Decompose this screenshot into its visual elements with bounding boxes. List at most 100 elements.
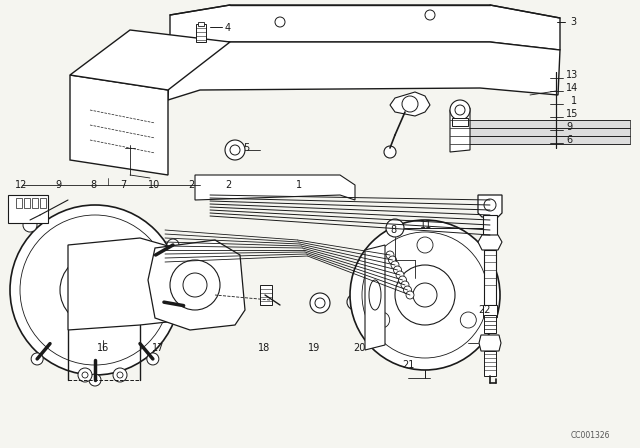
Text: 9: 9 xyxy=(566,122,572,132)
Circle shape xyxy=(401,281,409,289)
Circle shape xyxy=(425,10,435,20)
Text: 21: 21 xyxy=(402,360,414,370)
Circle shape xyxy=(413,283,437,307)
Polygon shape xyxy=(68,238,185,330)
Text: 20: 20 xyxy=(353,343,365,353)
Circle shape xyxy=(113,368,127,382)
Polygon shape xyxy=(390,92,430,116)
Polygon shape xyxy=(170,5,560,50)
Circle shape xyxy=(20,215,170,365)
Circle shape xyxy=(386,219,404,237)
Polygon shape xyxy=(70,75,168,175)
Polygon shape xyxy=(450,136,630,144)
Circle shape xyxy=(460,312,476,328)
Polygon shape xyxy=(450,108,470,152)
Text: 2: 2 xyxy=(225,180,231,190)
Polygon shape xyxy=(168,42,560,100)
Circle shape xyxy=(183,273,207,297)
Text: 7: 7 xyxy=(120,180,126,190)
Text: 3: 3 xyxy=(570,17,576,27)
Polygon shape xyxy=(478,235,502,250)
Text: 9: 9 xyxy=(55,180,61,190)
Circle shape xyxy=(350,220,500,370)
Polygon shape xyxy=(195,175,355,200)
Bar xyxy=(483,305,497,317)
Circle shape xyxy=(396,271,404,279)
Text: 6: 6 xyxy=(566,135,572,145)
Bar xyxy=(484,250,496,305)
Polygon shape xyxy=(479,335,501,351)
Circle shape xyxy=(406,291,414,299)
Circle shape xyxy=(315,298,325,308)
Text: 5: 5 xyxy=(243,143,249,153)
Circle shape xyxy=(310,293,330,313)
Circle shape xyxy=(89,374,101,386)
Bar xyxy=(198,22,204,26)
Circle shape xyxy=(347,294,363,310)
Bar xyxy=(484,315,496,333)
Polygon shape xyxy=(450,128,630,136)
Circle shape xyxy=(178,300,189,312)
Text: 8: 8 xyxy=(90,180,96,190)
Bar xyxy=(196,24,206,42)
Text: 8: 8 xyxy=(390,225,396,235)
Circle shape xyxy=(417,237,433,253)
Text: 19: 19 xyxy=(308,343,320,353)
Text: 2: 2 xyxy=(188,180,195,190)
Circle shape xyxy=(77,272,113,308)
Circle shape xyxy=(399,276,406,284)
Polygon shape xyxy=(70,30,230,90)
Bar xyxy=(32,198,38,208)
Circle shape xyxy=(450,100,470,120)
Circle shape xyxy=(167,239,179,251)
Circle shape xyxy=(225,140,245,160)
Circle shape xyxy=(275,17,285,27)
Text: 16: 16 xyxy=(97,343,109,353)
Circle shape xyxy=(374,312,390,328)
Bar xyxy=(483,215,497,235)
Text: 17: 17 xyxy=(152,343,164,353)
Circle shape xyxy=(388,256,397,264)
Circle shape xyxy=(78,368,92,382)
Bar xyxy=(8,195,48,223)
Bar xyxy=(16,198,22,208)
Circle shape xyxy=(484,199,496,211)
Text: 13: 13 xyxy=(566,70,579,80)
Text: 15: 15 xyxy=(566,109,579,119)
Circle shape xyxy=(147,353,159,365)
Text: 10: 10 xyxy=(148,180,160,190)
Circle shape xyxy=(394,266,401,274)
Text: 12: 12 xyxy=(15,180,28,190)
Text: 22: 22 xyxy=(478,305,490,315)
Polygon shape xyxy=(365,245,385,350)
Circle shape xyxy=(402,96,418,112)
Circle shape xyxy=(10,205,180,375)
Circle shape xyxy=(31,353,43,365)
Circle shape xyxy=(386,251,394,259)
Circle shape xyxy=(60,255,130,325)
Circle shape xyxy=(351,298,359,306)
Bar xyxy=(260,285,272,305)
Circle shape xyxy=(230,145,240,155)
Circle shape xyxy=(395,265,455,325)
Bar xyxy=(40,198,46,208)
Bar xyxy=(24,198,30,208)
Text: 14: 14 xyxy=(566,83,579,93)
Circle shape xyxy=(403,286,412,294)
Polygon shape xyxy=(148,240,245,330)
Text: 4: 4 xyxy=(225,23,231,33)
Circle shape xyxy=(170,260,220,310)
Text: 18: 18 xyxy=(258,343,270,353)
Text: 11: 11 xyxy=(420,220,432,230)
Circle shape xyxy=(384,146,396,158)
Polygon shape xyxy=(450,120,630,128)
Bar xyxy=(484,351,496,376)
Circle shape xyxy=(82,372,88,378)
Text: 1: 1 xyxy=(296,180,302,190)
Text: 1: 1 xyxy=(571,96,577,106)
Circle shape xyxy=(23,218,37,232)
Circle shape xyxy=(455,105,465,115)
Text: CC001326: CC001326 xyxy=(570,431,610,439)
Circle shape xyxy=(362,232,488,358)
Polygon shape xyxy=(478,195,502,217)
